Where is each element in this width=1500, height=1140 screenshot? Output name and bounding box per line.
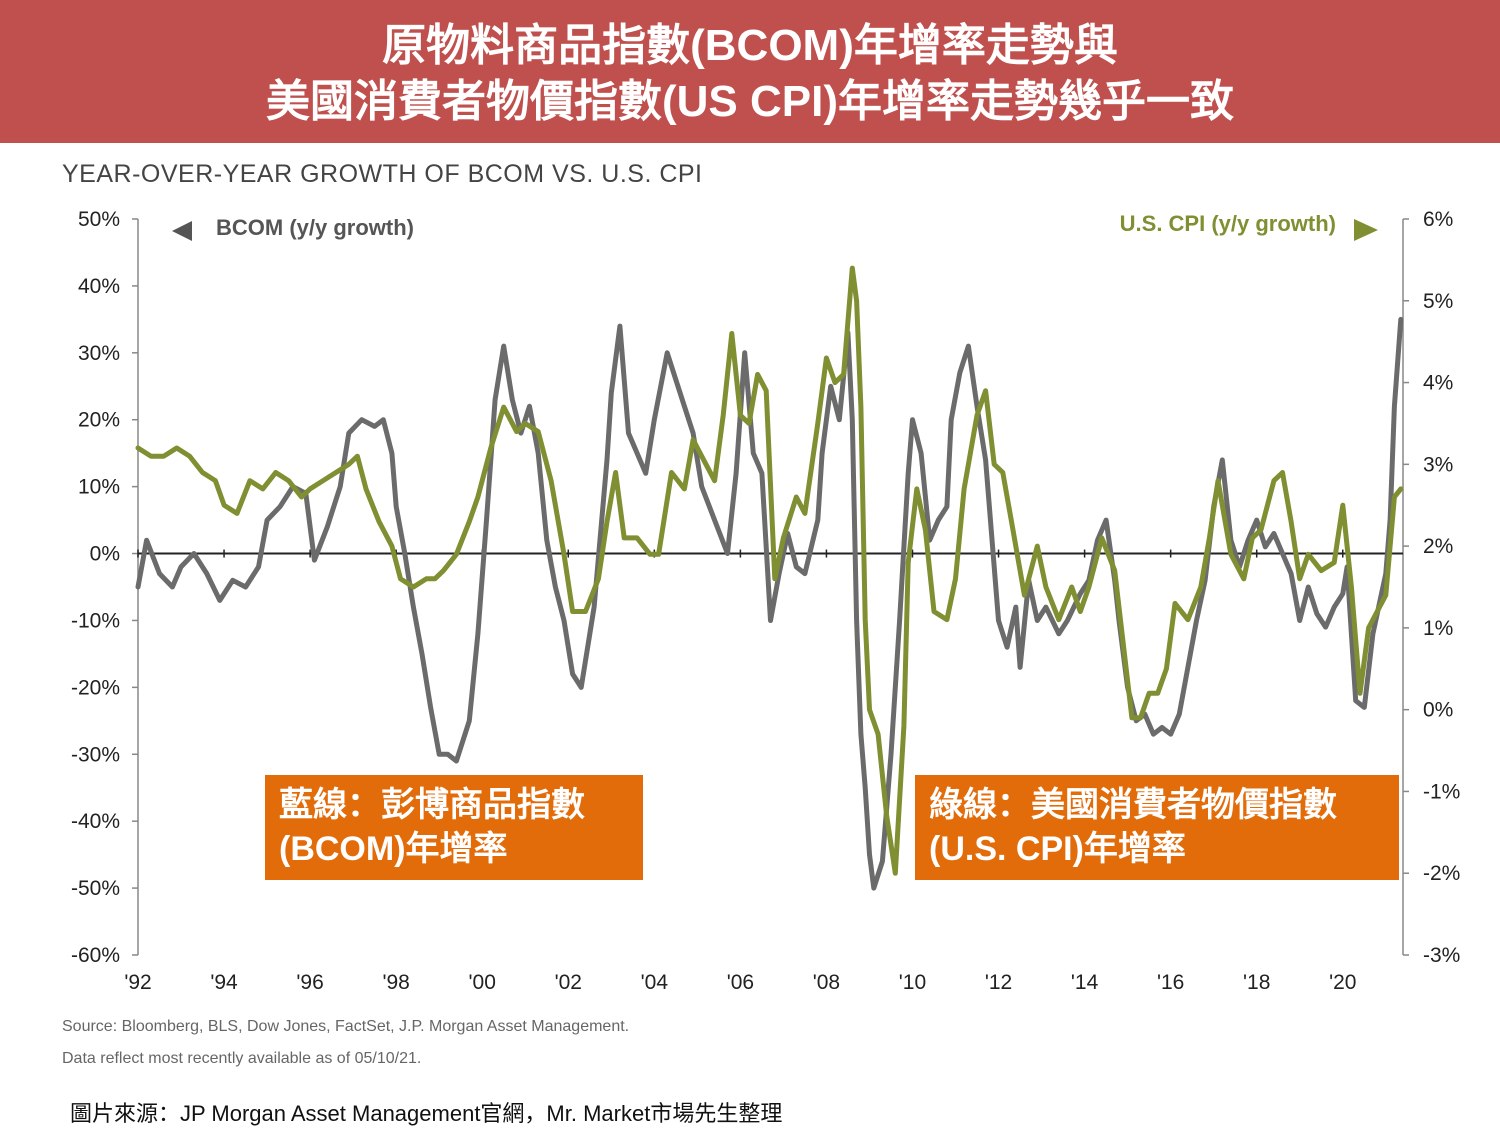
left-tick-label: -40% [71, 810, 120, 833]
x-tick-label: '12 [985, 971, 1012, 994]
bcom-callout: 藍線：彭博商品指數 (BCOM)年增率 [265, 775, 643, 880]
x-tick-label: '18 [1243, 971, 1270, 994]
source-line-1: Source: Bloomberg, BLS, Dow Jones, FactS… [62, 1018, 630, 1035]
x-tick-label: '08 [813, 971, 840, 994]
right-tick-label: -2% [1423, 862, 1460, 885]
image-credit: 圖片來源：JP Morgan Asset Management官網，Mr. Ma… [70, 1101, 783, 1126]
cpi-callout-line-1: 綠線：美國消費者物價指數 [929, 786, 1337, 824]
x-tick-label: '94 [210, 971, 238, 994]
cpi-callout: 綠線：美國消費者物價指數 (U.S. CPI)年增率 [915, 775, 1399, 880]
right-tick-label: 0% [1423, 699, 1453, 722]
left-tick-label: 40% [78, 275, 120, 298]
right-tick-label: 4% [1423, 372, 1453, 395]
x-tick-label: '00 [469, 971, 496, 994]
right-tick-label: 2% [1423, 535, 1453, 558]
right-tick-label: -3% [1423, 944, 1460, 967]
x-tick-label: '06 [727, 971, 754, 994]
right-tick-label: 6% [1423, 208, 1453, 231]
right-tick-label: -1% [1423, 780, 1460, 803]
banner-line-1: 原物料商品指數(BCOM)年增率走勢與 [382, 21, 1118, 70]
cpi-series-line [135, 265, 1404, 876]
x-tick-label: '20 [1329, 971, 1356, 994]
bcom-callout-line-1: 藍線：彭博商品指數 [279, 786, 585, 824]
x-tick-label: '14 [1071, 971, 1099, 994]
left-tick-label: 10% [78, 476, 120, 499]
source-line-2: Data reflect most recently available as … [62, 1050, 422, 1067]
x-tick-label: '10 [899, 971, 926, 994]
left-tick-label: -60% [71, 944, 120, 967]
bcom-callout-line-2: (BCOM)年增率 [279, 830, 508, 868]
left-tick-label: 30% [78, 342, 120, 365]
left-tick-label: -50% [71, 877, 120, 900]
bcom-legend-label: BCOM (y/y growth) [216, 215, 414, 240]
right-tick-label: 3% [1423, 453, 1453, 476]
x-tick-label: '04 [641, 971, 669, 994]
right-tick-label: 5% [1423, 290, 1453, 313]
cpi-legend-label: U.S. CPI (y/y growth) [1120, 211, 1336, 236]
left-arrow-icon [172, 221, 192, 241]
left-tick-label: -20% [71, 676, 120, 699]
left-tick-label: 20% [78, 409, 120, 432]
left-tick-label: 50% [78, 208, 120, 231]
banner-line-2: 美國消費者物價指數(US CPI)年增率走勢幾乎一致 [266, 77, 1234, 126]
x-tick-label: '96 [296, 971, 323, 994]
cpi-callout-line-2: (U.S. CPI)年增率 [929, 830, 1186, 868]
left-tick-label: 0% [90, 543, 120, 566]
chart-subtitle: YEAR-OVER-YEAR GROWTH OF BCOM VS. U.S. C… [62, 160, 703, 188]
x-tick-label: '92 [124, 971, 151, 994]
title-banner: 原物料商品指數(BCOM)年增率走勢與 美國消費者物價指數(US CPI)年增率… [0, 0, 1500, 143]
x-tick-label: '98 [382, 971, 409, 994]
right-tick-label: 1% [1423, 617, 1453, 640]
left-tick-label: -30% [71, 743, 120, 766]
x-tick-label: '16 [1157, 971, 1184, 994]
left-tick-label: -10% [71, 609, 120, 632]
right-arrow-icon [1354, 219, 1378, 241]
x-tick-label: '02 [555, 971, 582, 994]
